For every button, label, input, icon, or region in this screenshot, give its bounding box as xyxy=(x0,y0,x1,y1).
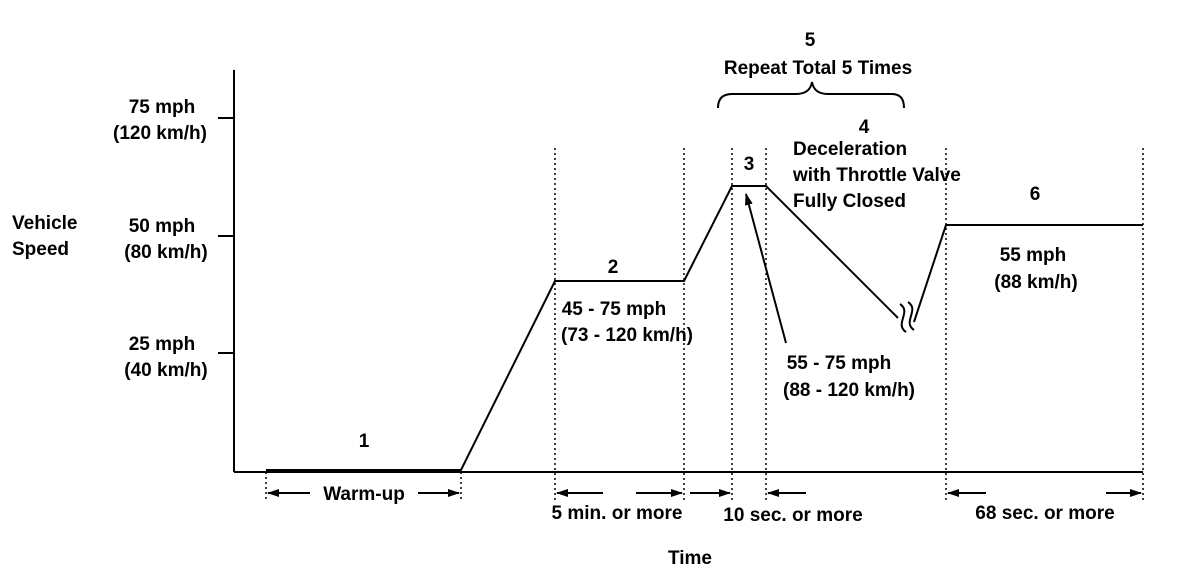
y-tick-label-25-kmh: (40 km/h) xyxy=(124,360,207,381)
phase-3-pointer-arrow xyxy=(744,193,787,344)
y-axis-label-line1: Vehicle xyxy=(12,213,78,234)
phase-4-desc-line2: with Throttle Valve xyxy=(792,165,961,186)
phase-6-speed-mph: 55 mph xyxy=(1000,245,1067,266)
break-symbol-right xyxy=(907,301,915,331)
duration-phase2: 5 min. or more xyxy=(552,503,683,524)
phase-6-speed-kmh: (88 km/h) xyxy=(994,272,1077,293)
phase-2-speed-mph: 45 - 75 mph xyxy=(562,299,667,320)
y-tick-label-75-mph: 75 mph xyxy=(129,97,196,118)
phase-2-number: 2 xyxy=(608,257,619,278)
y-tick-label-75-kmh: (120 km/h) xyxy=(113,123,207,144)
phase-3-speed-mph: 55 - 75 mph xyxy=(787,353,892,374)
phase-3-number: 3 xyxy=(744,154,755,175)
break-symbol-left xyxy=(899,303,907,333)
duration-phase6: 68 sec. or more xyxy=(975,503,1114,524)
y-tick-label-50-mph: 50 mph xyxy=(129,216,196,237)
speed-profile-main xyxy=(266,185,899,471)
phase-6-number: 6 xyxy=(1030,184,1041,205)
y-axis-label-line2: Speed xyxy=(12,239,69,260)
phase-1-number: 1 xyxy=(359,431,370,452)
phase-2-speed-kmh: (73 - 120 km/h) xyxy=(561,325,693,346)
phase-5-description: Repeat Total 5 Times xyxy=(724,58,912,79)
repeat-brace xyxy=(717,81,905,109)
phase-3-speed-kmh: (88 - 120 km/h) xyxy=(783,380,915,401)
phase-4-number: 4 xyxy=(859,117,870,138)
phase-4-desc-line3: Fully Closed xyxy=(793,191,906,212)
x-axis-label: Time xyxy=(668,548,712,569)
y-tick-label-50-kmh: (80 km/h) xyxy=(124,242,207,263)
duration-warmup: Warm-up xyxy=(323,484,405,505)
duration-phase3: 10 sec. or more xyxy=(723,505,862,526)
y-tick-label-25-mph: 25 mph xyxy=(129,334,196,355)
phase-5-number: 5 xyxy=(805,30,816,51)
speed-profile-phase6 xyxy=(913,224,1143,323)
phase-4-desc-line1: Deceleration xyxy=(793,139,907,160)
